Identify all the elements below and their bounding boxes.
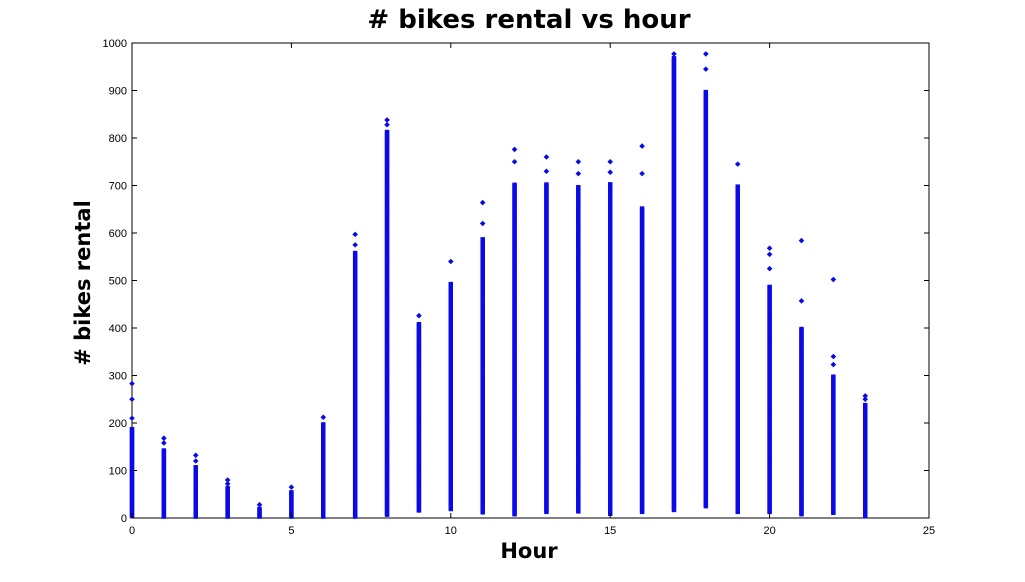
- hour-column-15: [607, 158, 613, 516]
- data-point: [288, 484, 295, 490]
- data-point: [512, 182, 517, 186]
- data-point: [766, 245, 773, 251]
- data-point: [766, 265, 773, 272]
- data-point: [352, 250, 358, 254]
- data-point: [161, 440, 167, 446]
- data-point: [384, 121, 390, 128]
- data-point: [479, 199, 486, 206]
- hour-column-18: [703, 51, 709, 509]
- data-point: [384, 117, 390, 123]
- hour-column-12: [511, 146, 518, 517]
- data-point: [703, 51, 709, 57]
- data-point: [671, 56, 677, 59]
- data-point: [543, 154, 550, 160]
- data-point: [734, 161, 741, 167]
- data-point: [607, 158, 613, 165]
- data-point: [511, 146, 518, 153]
- data-point: [703, 89, 709, 93]
- data-point: [575, 158, 582, 165]
- data-point: [639, 206, 645, 209]
- hour-column-2: [192, 452, 199, 519]
- data-point: [129, 396, 135, 403]
- hour-column-16: [639, 143, 645, 515]
- data-point: [448, 281, 453, 285]
- data-point: [416, 312, 422, 319]
- data-point: [575, 170, 582, 177]
- hour-column-19: [734, 161, 741, 515]
- data-point: [129, 426, 135, 430]
- data-point: [352, 231, 358, 238]
- data-point: [352, 242, 358, 248]
- data-point: [161, 435, 167, 441]
- data-point: [639, 170, 645, 177]
- data-point: [830, 361, 837, 368]
- data-point: [766, 251, 773, 258]
- data-point: [224, 481, 231, 487]
- data-point: [224, 477, 231, 483]
- data-point: [129, 380, 135, 387]
- data-point: [703, 66, 709, 72]
- hour-column-4: [256, 501, 263, 519]
- data-point: [511, 158, 518, 165]
- data-point: [289, 490, 294, 493]
- data-point: [799, 326, 804, 330]
- hour-column-22: [830, 276, 837, 516]
- data-point: [480, 237, 485, 240]
- hour-column-17: [671, 51, 677, 513]
- data-point: [831, 374, 836, 378]
- data-point: [256, 501, 263, 508]
- data-point: [798, 298, 805, 304]
- hour-column-9: [416, 312, 422, 513]
- hour-column-21: [798, 237, 805, 517]
- data-point: [671, 51, 677, 57]
- data-point: [448, 258, 454, 265]
- data-point: [830, 276, 837, 283]
- hour-column-6: [320, 414, 327, 519]
- hour-column-7: [352, 231, 358, 519]
- data-point: [544, 182, 549, 185]
- data-point: [767, 284, 772, 288]
- data-point: [257, 506, 262, 510]
- data-point: [798, 237, 805, 244]
- data-point: [193, 465, 198, 468]
- data-point: [830, 353, 837, 360]
- data-point: [320, 414, 327, 421]
- hour-column-3: [224, 477, 231, 519]
- data-point: [639, 143, 645, 149]
- hour-column-14: [575, 158, 582, 514]
- data-point: [416, 321, 422, 325]
- hour-column-11: [479, 199, 486, 515]
- data-point: [129, 415, 135, 422]
- data-point: [384, 129, 390, 133]
- data-point: [543, 168, 550, 175]
- data-point: [607, 169, 613, 175]
- hour-column-0: [129, 380, 135, 519]
- plot-area: [131, 42, 930, 519]
- hour-column-23: [862, 393, 869, 519]
- data-points: [129, 51, 869, 519]
- chart-title: # bikes rental vs hour: [367, 5, 690, 35]
- data-point: [192, 458, 199, 464]
- data-point: [735, 184, 740, 187]
- data-point: [225, 485, 230, 489]
- hour-column-13: [543, 154, 550, 515]
- data-point: [161, 448, 167, 451]
- data-point: [576, 184, 581, 188]
- data-point: [608, 182, 613, 185]
- hour-column-1: [161, 435, 167, 519]
- hour-column-8: [384, 117, 390, 517]
- hour-column-20: [766, 245, 773, 515]
- data-point: [321, 422, 326, 425]
- data-point: [479, 220, 486, 227]
- hour-column-10: [448, 258, 454, 512]
- data-point: [192, 452, 199, 459]
